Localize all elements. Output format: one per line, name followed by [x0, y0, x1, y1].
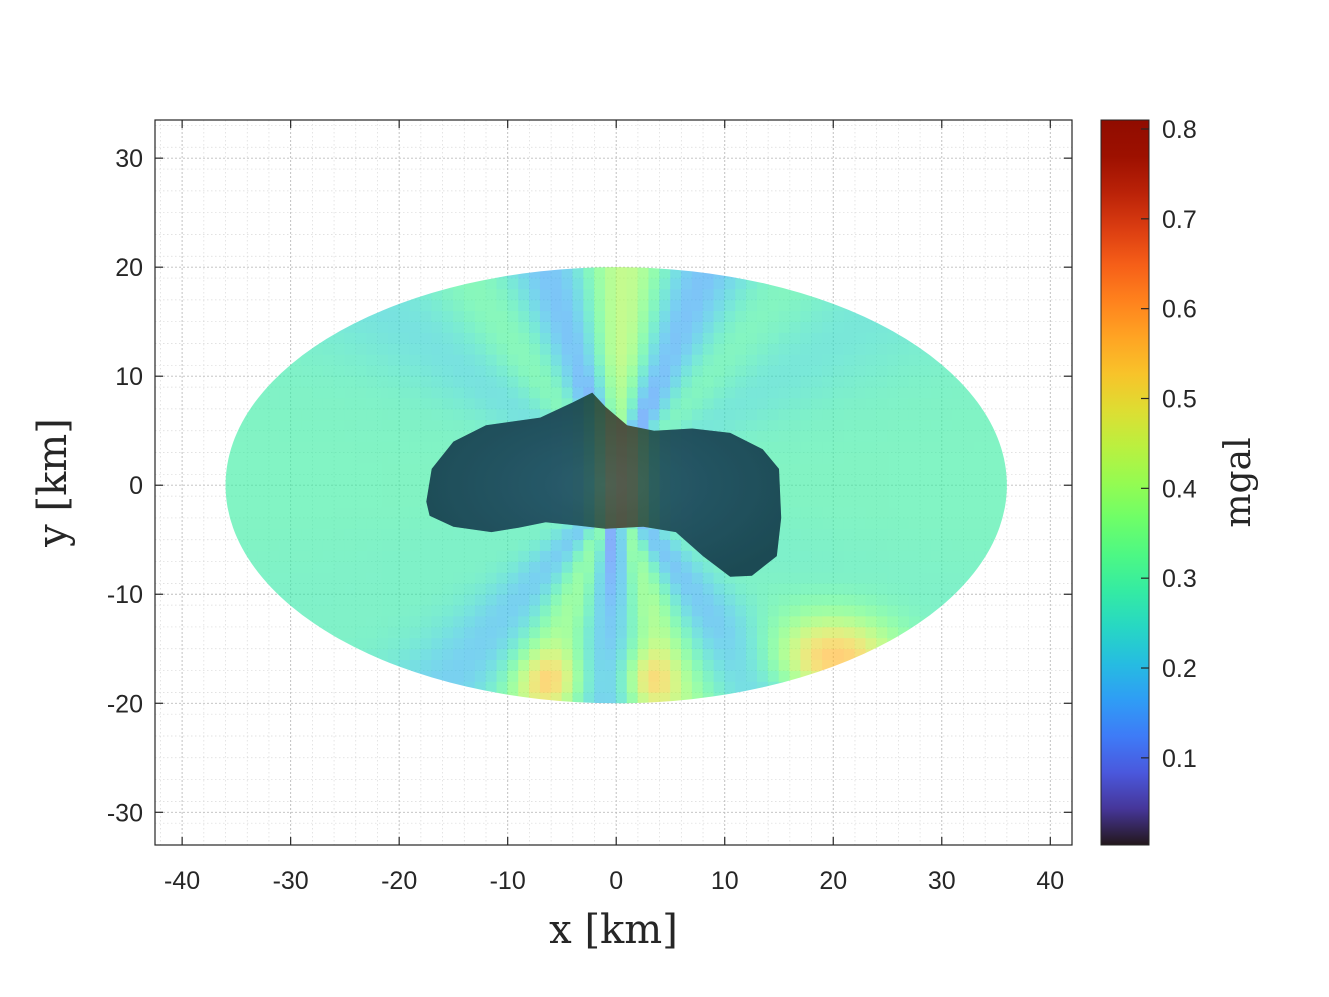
- asteroid-body-shape: [426, 392, 782, 577]
- y-tick-label: 0: [129, 472, 143, 500]
- colorbar-tick-label: 0.1: [1162, 745, 1197, 773]
- x-axis-ticks: -40 -30 -20 -10 0 10 20 30 40: [164, 120, 1064, 895]
- y-axis-ticks: -30 -20 -10 0 10 20 30: [107, 145, 1072, 827]
- colorbar-tick-label: 0.8: [1162, 116, 1197, 144]
- y-axis-label: y [km]: [30, 418, 76, 548]
- y-tick-label: 30: [115, 145, 143, 173]
- colorbar-gradient: [1100, 119, 1150, 846]
- x-tick-label: -10: [490, 867, 526, 895]
- colorbar-label: mgal: [1218, 437, 1259, 527]
- colorbar-tick-label: 0.4: [1162, 475, 1197, 503]
- y-tick-label: -30: [107, 799, 143, 827]
- x-tick-label: 30: [928, 867, 956, 895]
- gravity-field-map: [225, 267, 1007, 704]
- y-tick-label: 20: [115, 254, 143, 282]
- colorbar-ticks: 0.1 0.2 0.3 0.4 0.5 0.6 0.7 0.8: [1141, 116, 1197, 773]
- colorbar-tick-label: 0.5: [1162, 386, 1197, 414]
- colorbar: 0.1 0.2 0.3 0.4 0.5 0.6 0.7 0.8 mgal: [1100, 116, 1259, 846]
- x-tick-label: -30: [273, 867, 309, 895]
- x-tick-label: 10: [711, 867, 739, 895]
- x-tick-label: 20: [819, 867, 847, 895]
- x-tick-label: 0: [609, 867, 623, 895]
- colorbar-tick-label: 0.3: [1162, 565, 1197, 593]
- x-tick-label: -20: [381, 867, 417, 895]
- colorbar-tick-label: 0.6: [1162, 296, 1197, 324]
- plot-area: -40 -30 -20 -10 0 10 20 30 40 -30 -20 -10 0 10 20 30: [107, 119, 1073, 895]
- y-tick-label: 10: [115, 363, 143, 391]
- asteroid-field-overlay: [426, 392, 782, 577]
- x-axis-label: x [km]: [549, 907, 678, 953]
- colorbar-tick-label: 0.2: [1162, 655, 1197, 683]
- plot-frame: [154, 119, 1073, 846]
- x-tick-label: -40: [164, 867, 200, 895]
- y-tick-label: -10: [107, 581, 143, 609]
- y-tick-label: -20: [107, 690, 143, 718]
- colorbar-tick-label: 0.7: [1162, 206, 1197, 234]
- x-tick-label: 40: [1036, 867, 1064, 895]
